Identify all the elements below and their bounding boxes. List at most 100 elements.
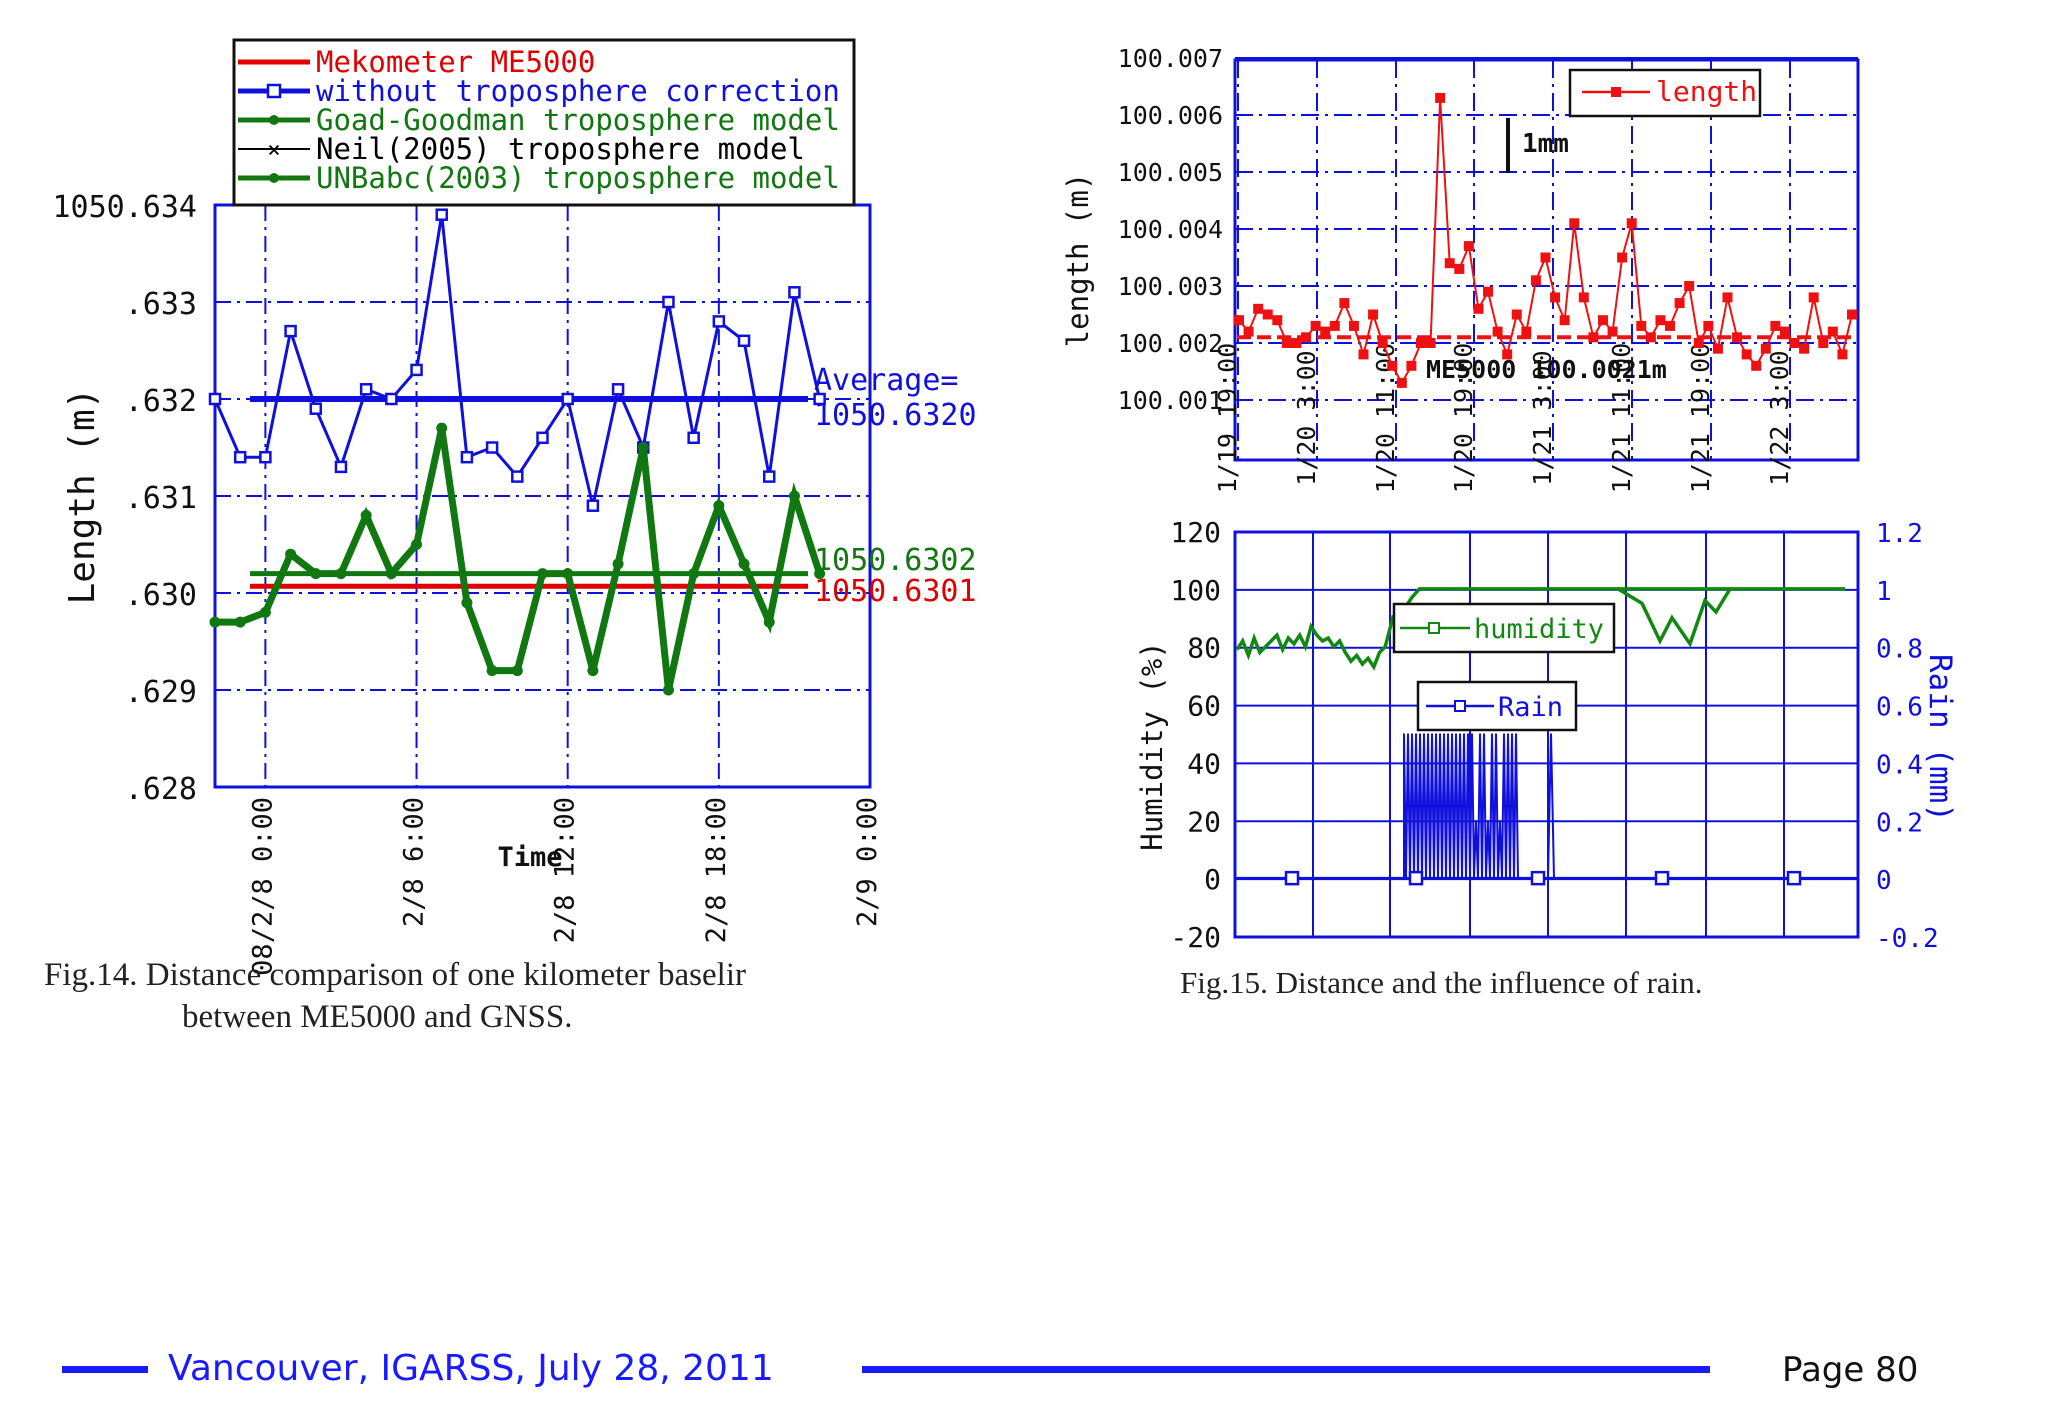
footer-line-left — [62, 1366, 148, 1373]
fig15-top-length-point — [1492, 326, 1503, 337]
fig14-point-unbabc — [436, 422, 448, 434]
fig15-top-length-point — [1847, 309, 1857, 320]
fig15-top-length-point — [1281, 338, 1292, 348]
fig15-top-length-point — [1301, 332, 1312, 343]
fig15-top-length-point — [1732, 332, 1743, 343]
fig14-point-unbabc — [234, 616, 246, 628]
fig14-point-unbabc — [587, 665, 599, 677]
fig15-top-length-point — [1530, 275, 1541, 286]
fig15-top-length-point — [1387, 360, 1398, 371]
fig15-top-length-point — [1368, 309, 1379, 320]
fig15-bottom-y-tick-label: -20 — [1170, 921, 1221, 954]
fig14-point-without-correction — [611, 383, 625, 396]
fig14-point-unbabc — [486, 665, 498, 677]
fig14-point-unbabc — [360, 509, 372, 521]
fig15-top-length-point — [1655, 315, 1666, 326]
fig15-bottom-y-tick-label: 20 — [1187, 805, 1221, 838]
fig15-top-x-tick-label: 1/22 3:00 — [1765, 350, 1794, 485]
fig14-average-label: Average= — [814, 363, 959, 398]
fig14-point-without-correction — [385, 392, 398, 406]
fig14-legend-box — [232, 38, 856, 207]
fig15-top-length-point — [1483, 286, 1494, 297]
fig14-point-unbabc — [335, 568, 347, 580]
fig15-bottom-humidity-line — [1235, 587, 1845, 671]
fig14-x-tick-label: 2/8 12:00 — [550, 797, 581, 943]
fig15-bottom-y2-tick-label: 0 — [1876, 866, 1892, 896]
fig14-point-without-correction — [737, 334, 751, 348]
fig14-legend-marker — [269, 115, 279, 125]
fig15-top-length-point — [1234, 315, 1244, 326]
fig15-top-length-point — [1243, 326, 1254, 337]
fig15-top-length-point — [1722, 292, 1733, 303]
fig14-point-unbabc — [688, 568, 700, 580]
fig15-top-length-point — [1693, 338, 1704, 348]
fig15-top-length-point — [1569, 218, 1580, 229]
fig14-point-without-correction — [460, 450, 474, 464]
fig14-point-unbabc — [209, 616, 221, 628]
fig15-bottom-rain-marker — [1786, 870, 1802, 886]
fig14-point-without-correction — [359, 383, 373, 396]
fig15-top-length-point — [1310, 320, 1321, 331]
fig15-bottom-rain-legend-marker — [1454, 700, 1466, 712]
fig15-top-length-point — [1377, 338, 1388, 348]
fig14-point-unbabc — [788, 490, 800, 502]
fig15-top-length-point — [1253, 303, 1264, 314]
fig15-bottom-humidity-dip — [1617, 587, 1732, 648]
fig14-y-tick-label: .628 — [125, 772, 197, 807]
fig15-top-length-point — [1550, 292, 1561, 303]
fig15-top-length-point — [1607, 326, 1618, 337]
fig15-top-length-point — [1617, 252, 1628, 263]
fig14-point-unbabc — [310, 568, 322, 580]
fig14-point-without-correction — [687, 431, 700, 445]
fig15-top-length-point — [1827, 326, 1838, 337]
fig14-point-unbabc — [612, 558, 624, 570]
fig14-x-tick-label: 2/9 0:00 — [852, 797, 883, 927]
fig14-legend-label: Neil(2005) troposphere model — [316, 132, 805, 166]
fig15-top-length-point — [1760, 343, 1771, 354]
fig14-legend-label: Goad-Goodman troposphere model — [316, 103, 840, 137]
fig15-top-length-point — [1789, 338, 1800, 348]
fig15-bottom-y2-tick-label: 0.6 — [1876, 693, 1923, 723]
fig15-top-legend-label: length — [1656, 75, 1757, 108]
fig14-point-unbabc — [259, 606, 271, 618]
fig15-top-length-point — [1502, 349, 1513, 360]
fig14-point-without-correction — [485, 441, 499, 454]
fig15-top-length-point — [1818, 338, 1829, 348]
fig14-legend-marker: × — [267, 138, 280, 163]
fig15-top-length-point — [1435, 92, 1446, 103]
fig14-point-without-correction — [511, 470, 524, 483]
fig15-top-x-tick-label: 1/19 19:00 — [1213, 343, 1242, 494]
fig15-bottom-rain-marker — [1530, 870, 1546, 886]
fig14-point-unbabc — [285, 548, 297, 560]
fig14-point-unbabc — [662, 684, 674, 696]
fig15-top-y-tick-label: 100.005 — [1118, 158, 1223, 187]
fig14-point-unbabc — [537, 568, 548, 580]
fig15-bottom-y-tick-label: 100 — [1170, 574, 1221, 607]
fig15-top-length-point — [1741, 349, 1752, 360]
fig15-top-length-point — [1291, 338, 1302, 348]
fig15-top-length-point — [1358, 349, 1369, 360]
fig14-y-axis-label: Length (m) — [62, 388, 103, 605]
fig15-top-length-point — [1339, 298, 1350, 309]
fig14-point-without-correction — [410, 363, 423, 377]
fig15-top-length-point — [1454, 263, 1465, 274]
fig15-bottom-y2-tick-label: 0.8 — [1876, 635, 1923, 665]
fig14-point-without-correction — [435, 208, 448, 221]
fig14-point-without-correction — [309, 402, 323, 415]
fig14-legend-label: without troposphere correction — [316, 74, 840, 108]
fig15-top-scale-bar-label: 1mm — [1522, 129, 1569, 159]
fig15-top-x-tick-label: 1/20 19:00 — [1449, 343, 1478, 494]
fig15-top-length-point — [1396, 377, 1407, 388]
fig15-bottom-humidity-legend-label: humidity — [1474, 614, 1604, 645]
fig14-point-without-correction — [208, 392, 222, 406]
fig14-point-unbabc — [637, 442, 649, 453]
fig14-y-tick-label: .633 — [125, 287, 197, 322]
fig15-top-length-point — [1674, 298, 1685, 309]
fig15-top-length-point — [1540, 252, 1551, 263]
fig14-point-without-correction — [233, 450, 247, 464]
fig14-green-level-label: 1050.6302 — [814, 543, 977, 578]
fig14-point-without-correction — [712, 315, 726, 328]
fig14-y-tick-label: .631 — [125, 481, 197, 516]
fig15-bottom-rain-pulses — [1403, 733, 1555, 879]
fig14-point-unbabc — [411, 539, 423, 550]
